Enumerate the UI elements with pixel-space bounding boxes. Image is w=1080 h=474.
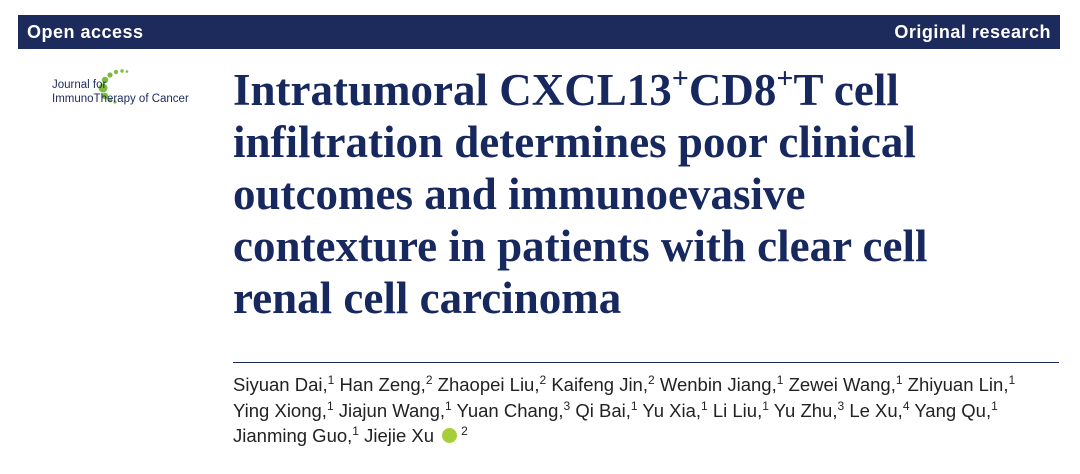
title-text: CD8 <box>688 65 777 115</box>
author: Yuan Chang,3 <box>457 400 571 421</box>
author-name: Jiejie Xu <box>364 425 435 446</box>
journal-line: ImmunoTherapy of Cancer <box>52 93 189 105</box>
author: Kaifeng Jin,2 <box>551 374 654 395</box>
affiliation: 3 <box>563 398 571 413</box>
affiliation: 1 <box>352 424 359 438</box>
title-superscript: + <box>671 62 689 95</box>
header-bar: Open access Original research <box>18 15 1060 49</box>
author-name: Ying Xiong, <box>233 399 327 421</box>
affiliation: 1 <box>1008 373 1016 387</box>
author: Le Xu,4 <box>849 400 909 421</box>
author: Zhaopei Liu,2 <box>438 374 547 395</box>
author: Wenbin Jiang,1 <box>660 374 784 395</box>
affiliation: 1 <box>327 373 335 387</box>
author: Han Zeng,2 <box>339 374 432 395</box>
author: Jianming Guo,1 <box>233 425 359 446</box>
author-name: Yang Qu, <box>914 399 992 421</box>
author-name: Kaifeng Jin, <box>551 374 648 395</box>
orcid-icon <box>442 428 458 443</box>
author-name: Zhaopei Liu, <box>437 374 540 395</box>
affiliation: 2 <box>648 373 655 387</box>
author-list: Siyuan Dai,1 Han Zeng,2 Zhaopei Liu,2 Ka… <box>233 372 1063 449</box>
author-name: Zhiyuan Lin, <box>907 374 1009 395</box>
author: Zhiyuan Lin,1 <box>908 374 1015 395</box>
affiliation: 1 <box>701 398 708 413</box>
title-superscript: + <box>776 62 794 95</box>
article-title: Intratumoral CXCL13+CD8+T cell infiltrat… <box>233 64 1013 324</box>
author-name: Jianming Guo, <box>233 425 353 446</box>
affiliation: 2 <box>539 373 547 387</box>
article-type: Original research <box>894 22 1051 42</box>
affiliation: 1 <box>991 398 998 413</box>
affiliation: 1 <box>776 373 784 387</box>
author-name: Han Zeng, <box>339 374 426 395</box>
journal-name: Journal for ImmunoTherapy of Cancer <box>52 78 189 106</box>
affiliation: 2 <box>425 373 433 387</box>
author: Qi Bai,1 <box>575 400 637 421</box>
author: Zewei Wang,1 <box>789 374 903 395</box>
author-name: Yu Xia, <box>642 399 702 421</box>
author: Jiajun Wang,1 <box>339 400 452 421</box>
open-access: Open access <box>27 22 144 42</box>
divider <box>233 362 1059 363</box>
author: Siyuan Dai,1 <box>233 374 334 395</box>
title-text: T cell infiltration determines poor clin… <box>233 65 928 323</box>
journal-line: Journal for <box>52 79 107 91</box>
author: Yu Xia,1 <box>642 400 707 421</box>
affiliation: 4 <box>902 398 910 413</box>
author: Li Liu,1 <box>713 400 769 421</box>
affiliation: 2 <box>461 424 468 438</box>
author-name: Zewei Wang, <box>788 374 896 395</box>
author-name: Siyuan Dai, <box>233 374 328 395</box>
author-name: Jiajun Wang, <box>338 399 446 421</box>
author-name: Yu Zhu, <box>773 399 838 421</box>
author-name: Qi Bai, <box>575 399 631 421</box>
author: Yu Zhu,3 <box>774 400 844 421</box>
affiliation: 1 <box>445 398 452 413</box>
author-name: Yuan Chang, <box>456 399 564 421</box>
author-name: Wenbin Jiang, <box>659 374 777 395</box>
author-name: Li Liu, <box>712 399 763 421</box>
title-text: Intratumoral CXCL13 <box>233 65 672 115</box>
affiliation: 1 <box>326 398 334 413</box>
affiliation: 3 <box>837 398 845 413</box>
author: Jiejie Xu 2 <box>364 425 468 446</box>
author: Yang Qu,1 <box>914 400 997 421</box>
affiliation: 1 <box>895 373 903 387</box>
author-name: Le Xu, <box>849 399 903 421</box>
author: Ying Xiong,1 <box>233 400 334 421</box>
journal-logo <box>98 69 129 104</box>
affiliation: 1 <box>762 398 769 413</box>
affiliation: 1 <box>630 398 638 413</box>
